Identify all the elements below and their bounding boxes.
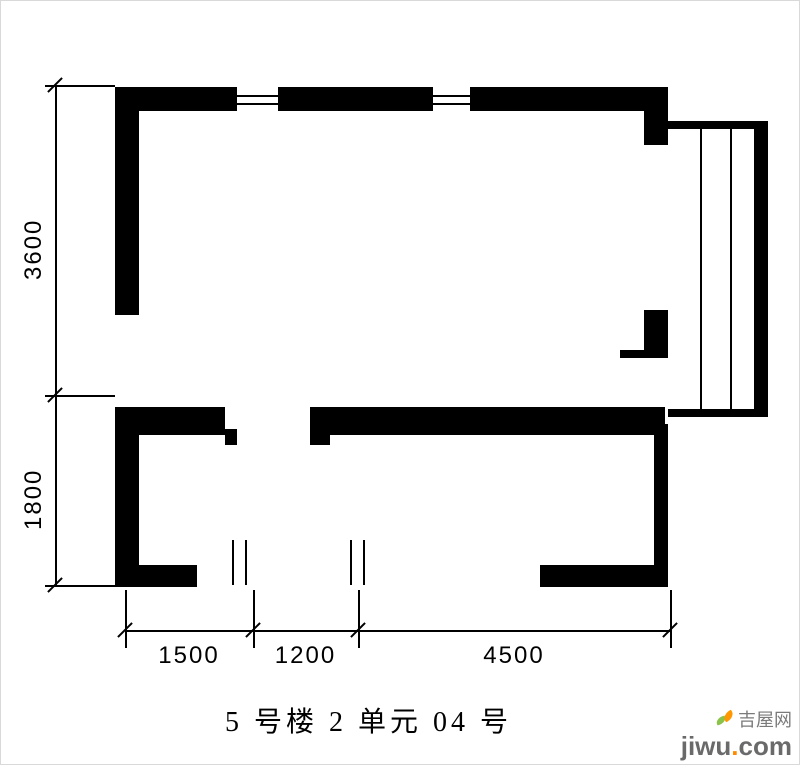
- dim-extension: [670, 590, 672, 648]
- wall-segment: [115, 87, 139, 315]
- watermark: 吉屋网 jiwu.com: [681, 711, 792, 759]
- wall-segment: [470, 87, 668, 111]
- dim-extension: [253, 590, 255, 648]
- watermark-cn: 吉屋网: [714, 711, 792, 729]
- dim-extension: [358, 590, 360, 648]
- thin-line: [237, 95, 278, 97]
- wall-segment: [754, 121, 768, 417]
- wall-segment: [540, 565, 662, 587]
- floorplan-canvas: 3600 1800 1500 1200 4500 5 号楼 2 单元 04 号 吉屋网 …: [0, 0, 800, 765]
- wall-segment: [654, 424, 668, 587]
- thin-line: [433, 103, 470, 105]
- thin-line: [237, 103, 278, 105]
- dim-extension: [45, 585, 115, 587]
- thin-line: [232, 540, 234, 585]
- wall-segment: [278, 87, 433, 111]
- watermark-domain-main: jiwu: [681, 731, 732, 761]
- wall-segment: [620, 350, 668, 358]
- dim-extension: [45, 395, 115, 397]
- wall-segment: [310, 407, 665, 435]
- thin-line: [433, 95, 470, 97]
- wall-segment: [644, 87, 668, 145]
- dim-label: 4500: [474, 642, 554, 670]
- dim-label: 1500: [149, 642, 229, 670]
- thin-line: [363, 540, 365, 585]
- dim-extension: [125, 590, 127, 648]
- floorplan-title: 5 号楼 2 单元 04 号: [225, 700, 512, 740]
- wall-segment: [225, 429, 237, 445]
- dim-axis-horizontal: [125, 630, 670, 632]
- watermark-domain-tld: com: [739, 731, 792, 761]
- watermark-cn-text: 吉屋网: [738, 711, 792, 729]
- thin-line: [730, 129, 732, 409]
- dim-axis-vertical: [55, 85, 57, 585]
- wall-segment: [310, 407, 330, 445]
- watermark-domain-dot: .: [731, 731, 738, 761]
- dim-label: 1800: [20, 450, 48, 530]
- wall-segment: [115, 565, 197, 587]
- dim-label: 3600: [20, 200, 48, 280]
- dim-label: 1200: [266, 642, 346, 670]
- dim-extension: [45, 85, 115, 87]
- wall-segment: [115, 407, 225, 435]
- wall-segment: [668, 121, 768, 129]
- leaf-icon: [714, 711, 736, 729]
- wall-segment: [668, 409, 768, 417]
- thin-line: [350, 540, 352, 585]
- thin-line: [700, 129, 702, 409]
- watermark-domain: jiwu.com: [681, 733, 792, 759]
- thin-line: [245, 540, 247, 585]
